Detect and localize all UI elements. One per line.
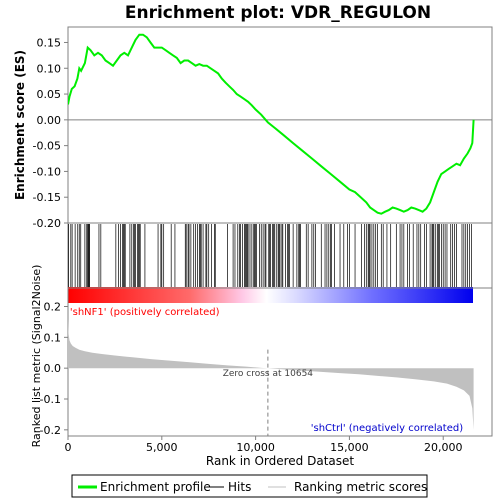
x-tick-label: 10,000 — [236, 441, 275, 454]
pos-annotation: 'shNF1' (positively correlated) — [70, 307, 220, 318]
metric-y-tick-label: -0.1 — [40, 393, 61, 406]
es-y-tick-label: -0.05 — [33, 140, 61, 153]
es-y-tick-label: -0.10 — [33, 165, 61, 178]
metric-y-tick-label: 0.1 — [44, 331, 62, 344]
x-tick-label: 15,000 — [330, 441, 369, 454]
metric-y-tick-label: 0.0 — [44, 362, 62, 375]
neg-annotation: 'shCtrl' (negatively correlated) — [311, 423, 463, 434]
chart-title: Enrichment plot: VDR_REGULON — [125, 3, 431, 23]
es-plot-frame — [67, 26, 493, 224]
metric-y-axis-label: Ranked list metric (Signal2Noise) — [30, 265, 43, 448]
es-y-tick-label: 0.10 — [37, 62, 62, 75]
legend-box — [71, 474, 428, 498]
es-y-tick-label: -0.15 — [33, 191, 61, 204]
es-y-tick-label: 0.05 — [37, 88, 62, 101]
metric-y-tick-label: -0.2 — [40, 424, 61, 437]
x-tick-label: 20,000 — [424, 441, 463, 454]
es-panel: 0.15 0.10 0.05 0.00 -0.05 -0.10 -0.15 -0.20 Enr… — [13, 26, 493, 230]
enrichment-profile-line — [68, 33, 475, 215]
zero-cross-annotation: Zero cross at 10654 — [223, 369, 314, 379]
legend-metric-label: Ranking metric scores — [294, 480, 427, 494]
es-y-tick-label: 0.15 — [37, 36, 62, 49]
metric-panel: 0.2 0.1 0.0 -0.1 -0.2 0 5,000 10,000 15,000 20,0… — [30, 265, 493, 468]
es-y-tick-label: -0.20 — [33, 217, 61, 230]
ranking-metric-area — [68, 318, 474, 430]
hit-marks — [68, 224, 472, 287]
x-tick-label: 0 — [65, 441, 72, 454]
legend-hits-label: Hits — [228, 480, 251, 494]
x-axis-label: Rank in Ordered Dataset — [206, 454, 354, 468]
legend-enrichment-label: Enrichment profile — [100, 480, 211, 494]
metric-y-tick-label: 0.2 — [44, 301, 62, 314]
x-axis-ticks: 0 5,000 10,000 15,000 20,000 — [65, 436, 463, 454]
es-y-ticks: 0.15 0.10 0.05 0.00 -0.05 -0.10 -0.15 -0.20 — [33, 36, 68, 230]
legend: Enrichment profile Hits Ranking metric s… — [71, 474, 428, 498]
rank-color-bar — [68, 287, 473, 303]
x-tick-label: 5,000 — [146, 441, 178, 454]
es-y-axis-label: Enrichment score (ES) — [13, 50, 27, 200]
hits-panel — [67, 222, 493, 303]
metric-y-ticks: 0.2 0.1 0.0 -0.1 -0.2 — [40, 301, 68, 437]
es-y-tick-label: 0.00 — [37, 114, 62, 127]
